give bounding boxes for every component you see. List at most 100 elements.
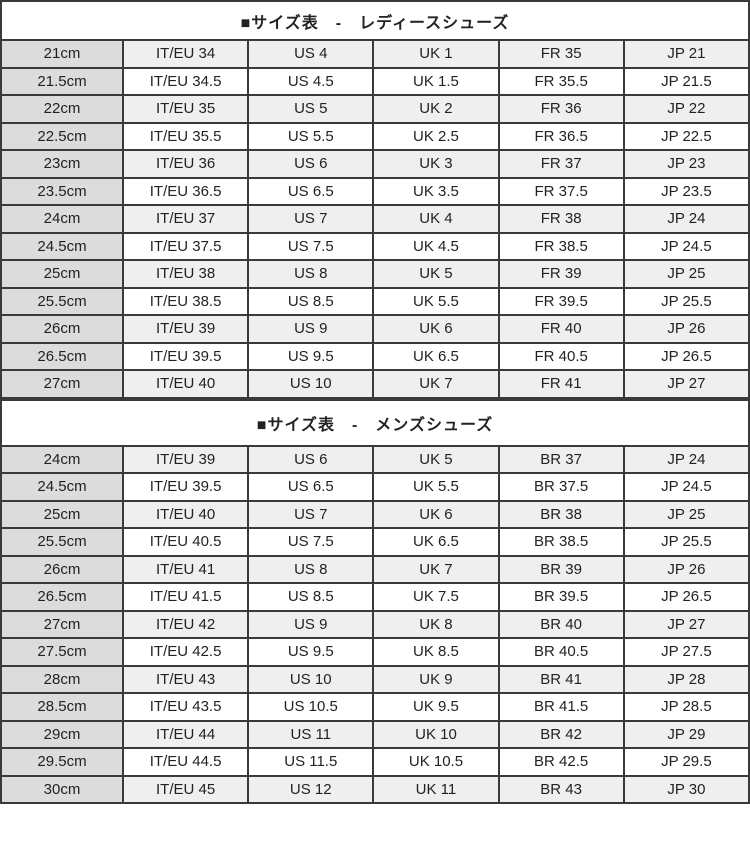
size-cell: BR 38	[497, 499, 625, 529]
cm-cell: 29.5cm	[0, 747, 124, 777]
size-cell: JP 24	[622, 444, 750, 474]
size-cell: BR 37	[497, 444, 625, 474]
size-cell: FR 41	[497, 369, 625, 399]
size-cell: IT/EU 45	[121, 774, 250, 804]
size-cell: UK 2	[372, 94, 500, 124]
size-cell: US 6.5	[247, 472, 375, 502]
size-cell: US 9.5	[247, 341, 375, 371]
size-cell: JP 26	[622, 314, 750, 344]
size-cell: IT/EU 41	[121, 554, 250, 584]
size-cell: FR 40	[497, 314, 625, 344]
size-cell: US 6.5	[247, 176, 375, 206]
size-cell: JP 21.5	[622, 66, 750, 96]
mens-size-table: ■サイズ表 - メンズシューズ 24cm IT/EU 39 US 6 UK 5 BR 3…	[0, 398, 750, 805]
cm-cell: 24.5cm	[0, 231, 124, 261]
size-cell: US 10.5	[247, 692, 375, 722]
size-row: 27cm IT/EU 40 US 10 UK 7 FR 41 JP 27	[0, 369, 750, 399]
cm-cell: 26.5cm	[0, 582, 124, 612]
size-cell: JP 29	[622, 719, 750, 749]
size-row: 24cm IT/EU 37 US 7 UK 4 FR 38 JP 24	[0, 204, 750, 234]
size-cell: BR 42	[497, 719, 625, 749]
size-cell: UK 11	[372, 774, 500, 804]
size-cell: JP 27	[622, 369, 750, 399]
size-cell: US 10	[247, 369, 375, 399]
cm-cell: 24.5cm	[0, 472, 124, 502]
size-cell: IT/EU 35.5	[121, 121, 250, 151]
size-cell: JP 30	[622, 774, 750, 804]
size-cell: JP 27.5	[622, 637, 750, 667]
size-row: 21cm IT/EU 34 US 4 UK 1 FR 35 JP 21	[0, 39, 750, 69]
size-cell: IT/EU 37.5	[121, 231, 250, 261]
size-row: 22.5cm IT/EU 35.5 US 5.5 UK 2.5 FR 36.5 JP 22…	[0, 121, 750, 151]
size-row: 26.5cm IT/EU 39.5 US 9.5 UK 6.5 FR 40.5 JP 26…	[0, 341, 750, 371]
size-cell: JP 22	[622, 94, 750, 124]
size-cell: FR 38	[497, 204, 625, 234]
size-row: 26cm IT/EU 41 US 8 UK 7 BR 39 JP 26	[0, 554, 750, 584]
size-cell: JP 26.5	[622, 341, 750, 371]
size-cell: US 7.5	[247, 231, 375, 261]
ladies-size-table: ■サイズ表 - レディースシューズ 21cm IT/EU 34 US 4 UK 1 FR…	[0, 0, 750, 399]
size-cell: US 10	[247, 664, 375, 694]
size-cell: US 6	[247, 149, 375, 179]
size-row: 27cm IT/EU 42 US 9 UK 8 BR 40 JP 27	[0, 609, 750, 639]
size-cell: IT/EU 34.5	[121, 66, 250, 96]
cm-cell: 26.5cm	[0, 341, 124, 371]
size-cell: UK 1	[372, 39, 500, 69]
size-cell: UK 4	[372, 204, 500, 234]
size-cell: IT/EU 44.5	[121, 747, 250, 777]
size-cell: IT/EU 38	[121, 259, 250, 289]
size-cell: IT/EU 39	[121, 444, 250, 474]
cm-cell: 29cm	[0, 719, 124, 749]
cm-cell: 21.5cm	[0, 66, 124, 96]
cm-cell: 27.5cm	[0, 637, 124, 667]
size-cell: UK 8	[372, 609, 500, 639]
mens-table-body: 24cm IT/EU 39 US 6 UK 5 BR 37 JP 24 24.5cm IT/E…	[0, 444, 750, 804]
cm-cell: 28cm	[0, 664, 124, 694]
size-cell: BR 41	[497, 664, 625, 694]
size-cell: UK 7	[372, 369, 500, 399]
size-cell: BR 40.5	[497, 637, 625, 667]
size-cell: FR 40.5	[497, 341, 625, 371]
size-cell: UK 10	[372, 719, 500, 749]
size-cell: UK 6	[372, 499, 500, 529]
size-cell: JP 25.5	[622, 286, 750, 316]
size-row: 21.5cm IT/EU 34.5 US 4.5 UK 1.5 FR 35.5 JP 21…	[0, 66, 750, 96]
size-cell: UK 9	[372, 664, 500, 694]
size-cell: BR 39.5	[497, 582, 625, 612]
cm-cell: 22.5cm	[0, 121, 124, 151]
size-cell: JP 23	[622, 149, 750, 179]
ladies-table-body: 21cm IT/EU 34 US 4 UK 1 FR 35 JP 21 21.5cm IT/E…	[0, 39, 750, 399]
size-cell: IT/EU 43	[121, 664, 250, 694]
cm-cell: 26cm	[0, 554, 124, 584]
size-row: 25.5cm IT/EU 40.5 US 7.5 UK 6.5 BR 38.5 JP 25…	[0, 527, 750, 557]
size-cell: BR 38.5	[497, 527, 625, 557]
size-cell: IT/EU 41.5	[121, 582, 250, 612]
size-cell: US 12	[247, 774, 375, 804]
cm-cell: 26cm	[0, 314, 124, 344]
size-row: 25.5cm IT/EU 38.5 US 8.5 UK 5.5 FR 39.5 JP 25…	[0, 286, 750, 316]
mens-title-row: ■サイズ表 - メンズシューズ	[0, 398, 750, 447]
size-row: 25cm IT/EU 38 US 8 UK 5 FR 39 JP 25	[0, 259, 750, 289]
cm-cell: 27cm	[0, 369, 124, 399]
size-cell: UK 2.5	[372, 121, 500, 151]
cm-cell: 25cm	[0, 259, 124, 289]
size-cell: US 5	[247, 94, 375, 124]
size-cell: JP 21	[622, 39, 750, 69]
size-cell: US 11	[247, 719, 375, 749]
cm-cell: 25.5cm	[0, 527, 124, 557]
size-cell: US 8	[247, 554, 375, 584]
size-cell: JP 28.5	[622, 692, 750, 722]
size-row: 29.5cm IT/EU 44.5 US 11.5 UK 10.5 BR 42.5 JP …	[0, 747, 750, 777]
size-row: 24.5cm IT/EU 39.5 US 6.5 UK 5.5 BR 37.5 JP 24…	[0, 472, 750, 502]
size-cell: JP 29.5	[622, 747, 750, 777]
size-cell: UK 5	[372, 444, 500, 474]
cm-cell: 25cm	[0, 499, 124, 529]
size-cell: BR 39	[497, 554, 625, 584]
size-cell: IT/EU 40	[121, 369, 250, 399]
size-cell: UK 6.5	[372, 341, 500, 371]
size-row: 22cm IT/EU 35 US 5 UK 2 FR 36 JP 22	[0, 94, 750, 124]
size-cell: IT/EU 34	[121, 39, 250, 69]
cm-cell: 23cm	[0, 149, 124, 179]
size-cell: UK 6	[372, 314, 500, 344]
size-cell: JP 25.5	[622, 527, 750, 557]
